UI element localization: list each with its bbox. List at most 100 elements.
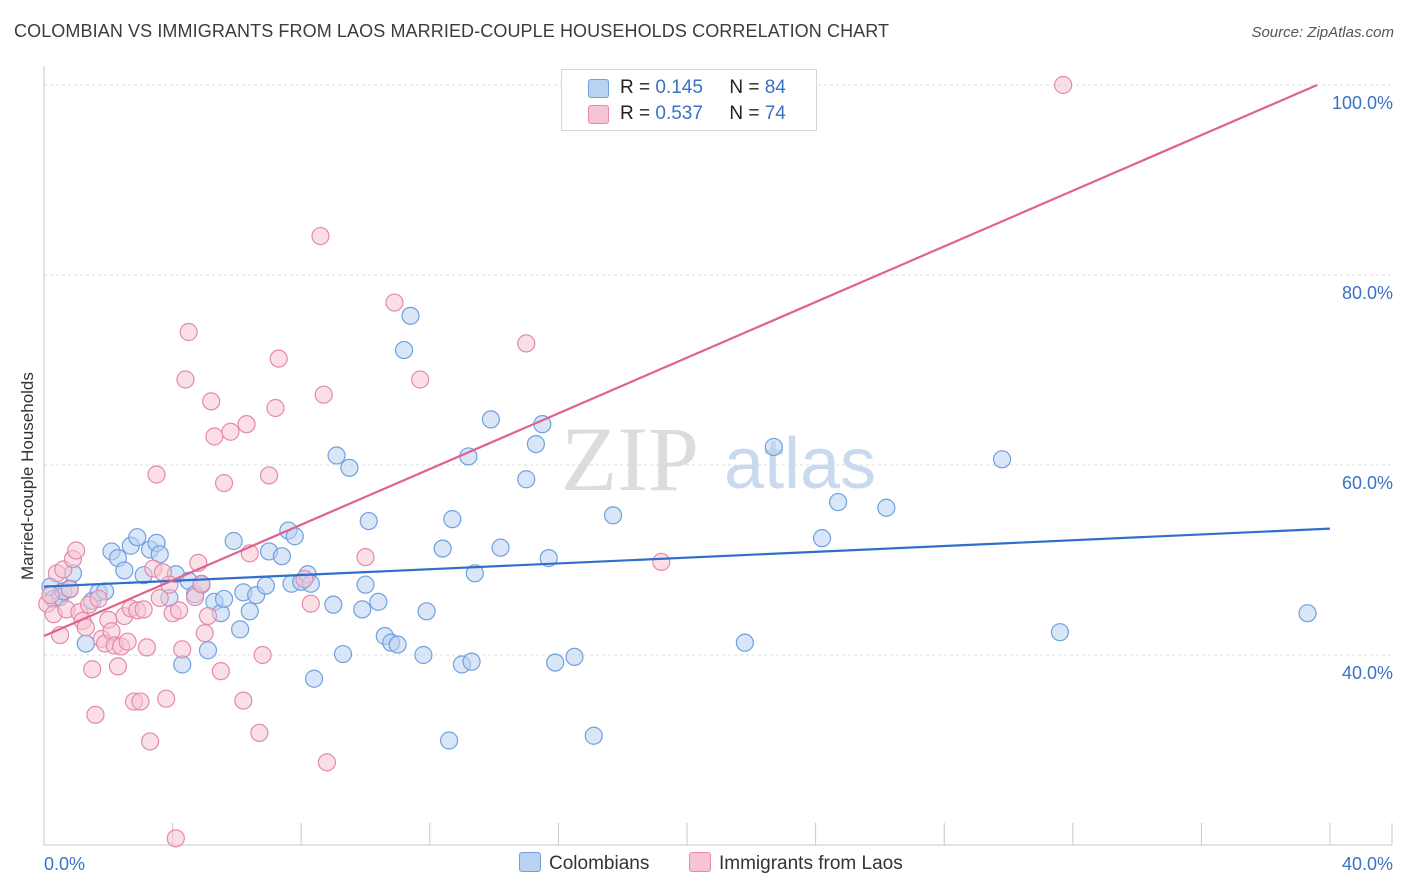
laos-point	[67, 541, 86, 560]
colombians-point	[1298, 604, 1317, 623]
colombians-point	[240, 602, 259, 621]
y-tick-label: 60.0%	[1342, 473, 1393, 493]
colombians-point	[764, 437, 783, 457]
colombians-point	[603, 506, 623, 525]
colombians-point	[735, 633, 754, 652]
laos-point	[131, 692, 150, 711]
colombians-point	[565, 647, 584, 667]
legend-n-label: N =	[729, 77, 760, 98]
colombians-point	[462, 652, 481, 671]
colombians-point	[198, 641, 218, 660]
source-label: Source: ZipAtlas.com	[1251, 24, 1394, 41]
laos-point	[118, 632, 137, 651]
bottom-legend-colombians: Colombians	[519, 852, 649, 875]
legend-r-value: 0.537	[655, 103, 703, 124]
colombians-trend-line	[43, 527, 1331, 588]
laos-point	[166, 829, 185, 848]
chart-title: COLOMBIAN VS IMMIGRANTS FROM LAOS MARRIE…	[14, 21, 890, 41]
colombians-point	[76, 634, 95, 653]
colombians-point	[401, 306, 420, 325]
colombians-point	[539, 548, 558, 568]
y-tick-label: 100.0%	[1332, 93, 1393, 113]
bottom-legend-label-laos: Immigrants from Laos	[719, 853, 903, 874]
laos-point	[89, 589, 108, 609]
trend-layer	[43, 83, 1331, 638]
colombians-point	[433, 539, 452, 558]
colombians-point	[526, 435, 545, 454]
bottom-legend-label-colombians: Colombians	[549, 853, 650, 874]
colombians-point	[388, 635, 407, 654]
laos-point	[150, 588, 169, 608]
colombians-point	[546, 653, 565, 672]
laos-point	[205, 427, 224, 446]
laos-point	[314, 385, 333, 404]
x-tick-label-max: 40.0%	[1342, 854, 1393, 874]
laos-point	[176, 370, 195, 389]
watermark: ZIP atlas	[561, 408, 876, 510]
colombians-point	[356, 575, 375, 594]
laos-point	[237, 415, 256, 434]
colombians-point	[517, 470, 536, 489]
colombians-point	[272, 547, 292, 566]
laos-point	[198, 606, 218, 626]
laos-point	[192, 574, 211, 593]
colombians-point	[491, 538, 510, 557]
laos-point	[259, 466, 279, 485]
watermark-zip: ZIP	[561, 408, 699, 510]
laos-point	[140, 732, 160, 751]
laos-point	[86, 705, 105, 724]
colombians-point	[1050, 623, 1070, 642]
watermark-atlas: atlas	[724, 424, 876, 504]
laos-point	[411, 370, 430, 389]
legend-n-value: 74	[764, 103, 786, 124]
laos-point	[41, 586, 60, 605]
tick-label-layer: 40.0% 60.0% 80.0% 100.0% 0.0% 40.0%	[44, 93, 1393, 874]
laos-point	[317, 753, 337, 772]
laos-point	[269, 349, 288, 368]
laos-point	[202, 392, 221, 411]
legend-swatch-colombians	[588, 79, 609, 98]
colombians-point	[443, 510, 462, 529]
laos-point	[356, 548, 375, 567]
colombians-point	[584, 726, 603, 745]
legend-swatch-laos	[588, 105, 609, 124]
legend-n-value: 84	[764, 77, 786, 98]
colombians-point	[327, 446, 346, 465]
colombians-point	[369, 592, 388, 611]
bottom-legend-swatch-colombians	[519, 852, 541, 872]
colombians-point	[414, 645, 433, 665]
laos-point	[295, 569, 314, 589]
legend-r-label: R =	[620, 77, 651, 98]
colombians-point	[324, 595, 343, 614]
laos-point	[108, 657, 128, 676]
legend-r-label: R =	[620, 103, 651, 124]
grid-layer	[44, 84, 1392, 656]
laos-point	[169, 601, 189, 620]
colombians-point	[481, 410, 500, 429]
colombians-point	[992, 450, 1012, 469]
colombians-point	[877, 498, 896, 517]
laos-point	[211, 662, 230, 681]
laos-point	[195, 624, 214, 643]
laos-point	[385, 293, 404, 312]
colombians-point	[224, 531, 243, 551]
laos-point	[311, 226, 330, 246]
laos-point	[517, 334, 536, 353]
laos-point	[250, 723, 269, 743]
laos-point	[173, 640, 192, 659]
colombians-point	[173, 655, 192, 674]
bottom-legend-laos: Immigrants from Laos	[689, 852, 903, 875]
laos-point	[179, 322, 198, 342]
axis-layer	[43, 66, 1393, 846]
colombians-point	[304, 669, 324, 688]
laos-point	[234, 691, 253, 710]
laos-point	[214, 473, 234, 493]
laos-point	[266, 398, 285, 418]
colombians-point	[394, 340, 414, 360]
colombians-point	[128, 528, 147, 547]
laos-point	[157, 689, 176, 708]
colombians-point	[812, 529, 832, 548]
x-tick-label-min: 0.0%	[44, 854, 85, 874]
colombians-point	[231, 620, 250, 639]
